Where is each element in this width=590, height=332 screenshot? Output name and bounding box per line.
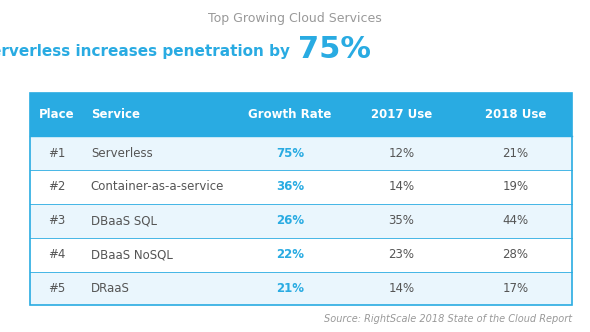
Text: #2: #2: [48, 180, 65, 194]
Text: DBaaS NoSQL: DBaaS NoSQL: [91, 248, 173, 261]
Text: Service: Service: [91, 108, 140, 121]
FancyBboxPatch shape: [30, 136, 572, 170]
Text: #3: #3: [48, 214, 65, 227]
Text: 21%: 21%: [502, 146, 529, 160]
Text: 14%: 14%: [388, 282, 414, 295]
Text: Serverless: Serverless: [91, 146, 153, 160]
Text: 36%: 36%: [276, 180, 304, 194]
Text: #1: #1: [48, 146, 65, 160]
Text: 35%: 35%: [388, 214, 414, 227]
Text: 75%: 75%: [298, 35, 371, 64]
FancyBboxPatch shape: [30, 238, 572, 272]
Text: 17%: 17%: [502, 282, 529, 295]
Text: #4: #4: [48, 248, 65, 261]
FancyBboxPatch shape: [30, 204, 572, 238]
Text: 2017 Use: 2017 Use: [371, 108, 432, 121]
Text: Top Growing Cloud Services: Top Growing Cloud Services: [208, 12, 382, 25]
Text: 28%: 28%: [502, 248, 528, 261]
Text: Growth Rate: Growth Rate: [248, 108, 332, 121]
Text: 75%: 75%: [276, 146, 304, 160]
Text: 23%: 23%: [388, 248, 414, 261]
FancyBboxPatch shape: [30, 170, 572, 204]
Text: 22%: 22%: [276, 248, 304, 261]
Text: Container-as-a-service: Container-as-a-service: [91, 180, 224, 194]
Text: 14%: 14%: [388, 180, 414, 194]
Text: Serverless increases penetration by: Serverless increases penetration by: [0, 44, 295, 59]
Text: Place: Place: [39, 108, 74, 121]
Text: 26%: 26%: [276, 214, 304, 227]
Text: 19%: 19%: [502, 180, 529, 194]
FancyBboxPatch shape: [30, 272, 572, 305]
FancyBboxPatch shape: [30, 93, 572, 136]
Text: 2018 Use: 2018 Use: [484, 108, 546, 121]
Text: Source: RightScale 2018 State of the Cloud Report: Source: RightScale 2018 State of the Clo…: [324, 314, 572, 324]
Text: 44%: 44%: [502, 214, 529, 227]
Text: 12%: 12%: [388, 146, 414, 160]
Text: 21%: 21%: [276, 282, 304, 295]
Text: DRaaS: DRaaS: [91, 282, 130, 295]
Text: #5: #5: [48, 282, 65, 295]
Text: DBaaS SQL: DBaaS SQL: [91, 214, 157, 227]
